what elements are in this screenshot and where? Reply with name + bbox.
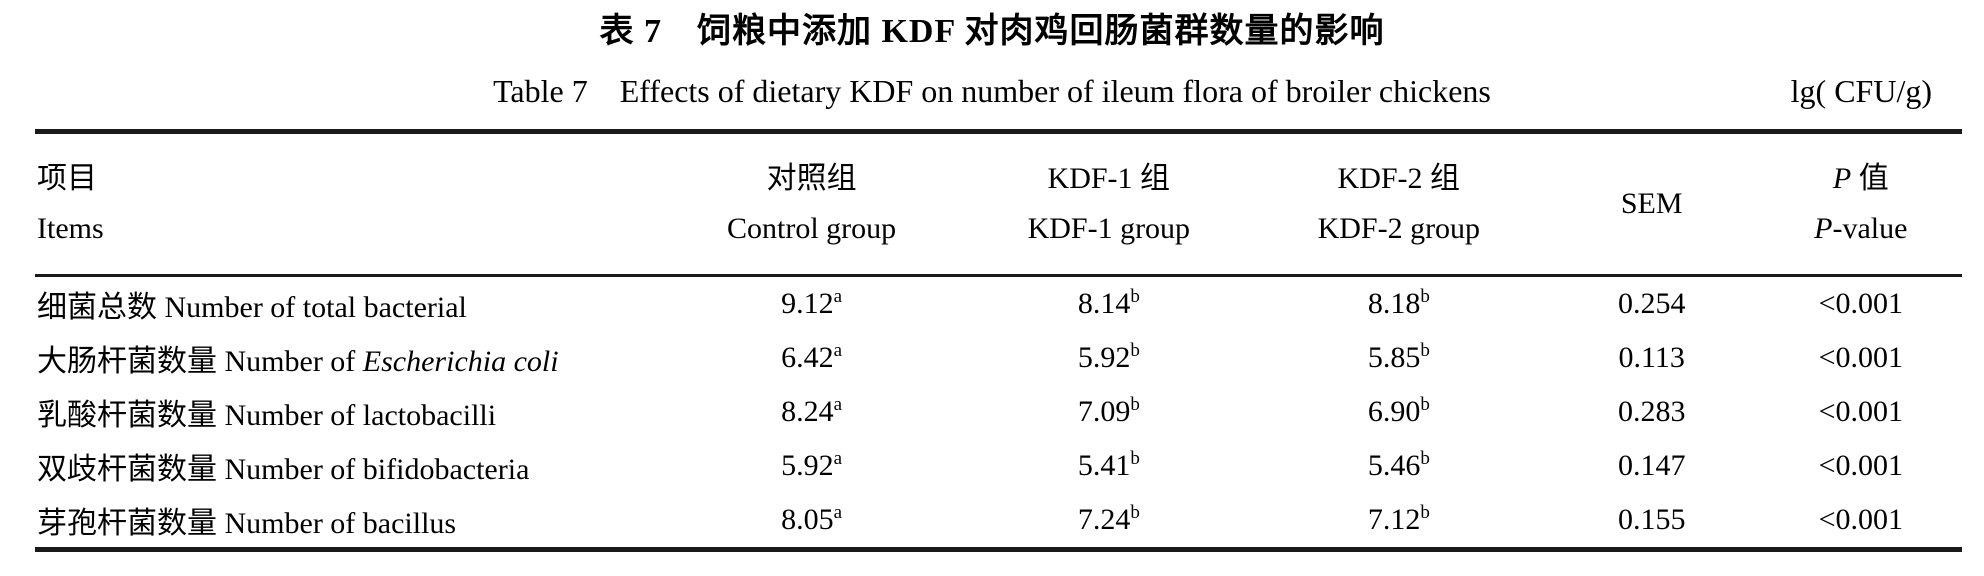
header-control-zh: 对照组	[766, 162, 857, 195]
cell-control-value: 8.24a	[781, 394, 843, 428]
header-row: 项目 Items 对照组 Control group KDF-1 组 KDF-1…	[35, 131, 1962, 277]
superscript: b	[1420, 502, 1430, 523]
superscript: b	[1420, 340, 1430, 361]
cell-p-value: <0.001	[1818, 395, 1904, 428]
cell-kdf1-value: 8.14b	[1077, 286, 1140, 320]
cell-p-value: <0.001	[1818, 503, 1904, 536]
cell-item-name: 芽孢杆菌数量 Number of bacillus	[37, 507, 457, 540]
header-kdf1-zh: KDF-1 组	[1047, 162, 1171, 195]
cell-p-value: <0.001	[1818, 287, 1904, 320]
cell-sem-value: 0.155	[1617, 503, 1686, 536]
superscript: a	[833, 394, 843, 415]
header-kdf1-en: KDF-1 group	[1027, 212, 1191, 245]
table-row: 细菌总数 Number of total bacterial 9.12a 8.1…	[35, 276, 1962, 332]
cell-sem-value: 0.113	[1618, 341, 1685, 374]
header-items-zh: 项目	[37, 162, 97, 195]
cell-sem-value: 0.283	[1617, 395, 1686, 428]
cell-control-value: 5.92a	[781, 448, 843, 482]
superscript: b	[1130, 394, 1140, 415]
cell-kdf2-value: 5.85b	[1367, 340, 1430, 374]
table-title-zh: 表 7 饲粮中添加 KDF 对肉鸡回肠菌群数量的影响	[599, 13, 1385, 50]
cell-item-name: 乳酸杆菌数量 Number of lactobacilli	[37, 399, 497, 432]
column-header-kdf1: KDF-1 组 KDF-1 group	[963, 131, 1254, 277]
header-items-en: Items	[37, 212, 104, 245]
superscript: b	[1130, 340, 1140, 361]
cell-kdf1-value: 5.92b	[1077, 340, 1140, 374]
cell-kdf1-value: 7.09b	[1077, 394, 1140, 428]
superscript: b	[1130, 286, 1140, 307]
superscript: a	[833, 340, 843, 361]
superscript: b	[1420, 286, 1430, 307]
cell-kdf2-value: 5.46b	[1367, 448, 1430, 482]
header-sem-label: SEM	[1620, 187, 1683, 220]
table-row: 双歧杆菌数量 Number of bifidobacteria 5.92a 5.…	[35, 439, 1962, 493]
cell-p-value: <0.001	[1818, 449, 1904, 482]
superscript: b	[1420, 448, 1430, 469]
header-control-en: Control group	[727, 212, 897, 245]
cell-kdf1-value: 7.24b	[1077, 502, 1140, 536]
cell-control-value: 6.42a	[781, 340, 843, 374]
cell-item-name: 细菌总数 Number of total bacterial	[37, 291, 467, 324]
superscript: b	[1130, 448, 1140, 469]
cell-kdf1-value: 5.41b	[1077, 448, 1140, 482]
table-title-row-en: Table 7 Effects of dietary KDF on number…	[0, 70, 1984, 112]
unit-label: lg( CFU/g)	[1790, 73, 1932, 109]
column-header-sem: SEM	[1543, 131, 1760, 277]
column-header-control: 对照组 Control group	[659, 131, 964, 277]
cell-item-name: 大肠杆菌数量 Number of Escherichia coli	[37, 345, 559, 378]
header-kdf2-en: KDF-2 group	[1317, 212, 1481, 245]
cell-p-value: <0.001	[1818, 341, 1904, 374]
superscript: a	[833, 502, 843, 523]
cell-sem-value: 0.254	[1617, 287, 1686, 320]
cell-kdf2-value: 8.18b	[1367, 286, 1430, 320]
cell-kdf2-value: 6.90b	[1367, 394, 1430, 428]
superscript: b	[1130, 502, 1140, 523]
table-title-en: Table 7 Effects of dietary KDF on number…	[493, 73, 1491, 109]
data-table: 项目 Items 对照组 Control group KDF-1 组 KDF-1…	[35, 129, 1962, 552]
superscript: a	[833, 448, 843, 469]
column-header-kdf2: KDF-2 组 KDF-2 group	[1253, 131, 1544, 277]
cell-sem-value: 0.147	[1617, 449, 1686, 482]
header-pvalue-zh: P 值	[1832, 162, 1889, 195]
header-pvalue-en: P-value	[1814, 212, 1908, 245]
superscript: b	[1420, 394, 1430, 415]
cell-control-value: 9.12a	[781, 286, 843, 320]
column-header-items: 项目 Items	[35, 131, 660, 277]
column-header-pvalue: P 值 P-value	[1759, 131, 1962, 277]
header-kdf2-zh: KDF-2 组	[1337, 162, 1461, 195]
cell-control-value: 8.05a	[781, 502, 843, 536]
cell-item-name: 双歧杆菌数量 Number of bifidobacteria	[37, 453, 530, 486]
table-row: 大肠杆菌数量 Number of Escherichia coli 6.42a …	[35, 331, 1962, 385]
superscript: a	[833, 286, 843, 307]
table-row: 芽孢杆菌数量 Number of bacillus 8.05a 7.24b 7.…	[35, 493, 1962, 550]
cell-kdf2-value: 7.12b	[1367, 502, 1430, 536]
table-row: 乳酸杆菌数量 Number of lactobacilli 8.24a 7.09…	[35, 385, 1962, 439]
